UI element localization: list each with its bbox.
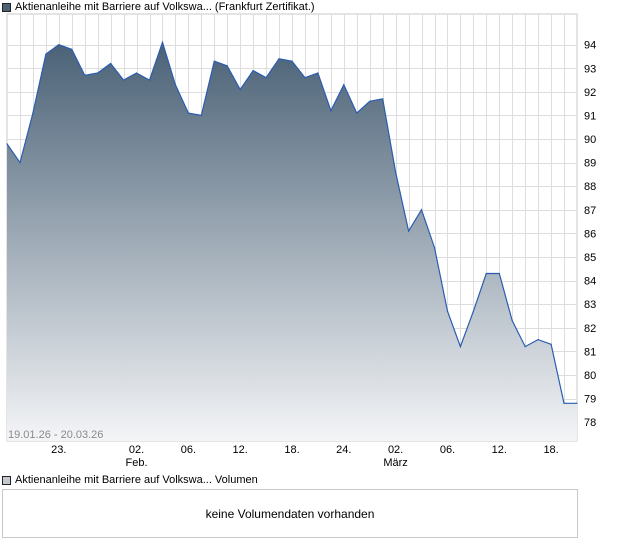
price-point bbox=[252, 70, 254, 72]
price-chart: 78 79 80 81 82 83 84 85 86 87 88 89 90 91 92 93 94 23. 02.… bbox=[6, 13, 596, 469]
volume-empty-message: keine Volumendaten vorhanden bbox=[205, 506, 375, 521]
y-tick-label: 90 bbox=[584, 134, 596, 146]
price-point bbox=[408, 230, 410, 232]
price-point bbox=[459, 346, 461, 348]
y-tick-label: 83 bbox=[584, 299, 596, 311]
price-point bbox=[6, 143, 8, 145]
y-tick-label: 92 bbox=[584, 87, 596, 99]
price-point bbox=[148, 79, 151, 81]
x-tick-label: 06. bbox=[440, 444, 455, 456]
volume-panel: keine Volumendaten vorhanden bbox=[2, 489, 578, 538]
y-tick-label: 80 bbox=[584, 370, 596, 382]
x-tick-label: 18. bbox=[284, 444, 299, 456]
price-point bbox=[472, 310, 474, 312]
price-area bbox=[7, 42, 577, 442]
y-tick-label: 78 bbox=[584, 417, 596, 429]
y-tick-label: 86 bbox=[584, 228, 596, 240]
price-point bbox=[291, 60, 293, 62]
price-point bbox=[395, 171, 397, 173]
price-point bbox=[45, 53, 47, 55]
y-tick-label: 85 bbox=[584, 252, 596, 264]
price-point bbox=[19, 162, 21, 164]
x-tick-label: 02. bbox=[388, 444, 403, 456]
price-point bbox=[563, 402, 565, 404]
price-point bbox=[317, 72, 319, 74]
price-point bbox=[213, 60, 215, 62]
price-point bbox=[123, 79, 125, 81]
price-legend: Aktienanleihe mit Barriere auf Volkswa..… bbox=[2, 0, 315, 14]
x-tick-label: 02. bbox=[129, 444, 144, 456]
y-tick-label: 91 bbox=[584, 110, 596, 122]
price-point bbox=[71, 48, 73, 51]
x-tick-label: 24. bbox=[336, 444, 351, 456]
y-tick-label: 84 bbox=[584, 276, 596, 288]
x-tick-label: 23. bbox=[51, 444, 66, 456]
price-legend-swatch bbox=[2, 2, 11, 12]
x-tick-label: 18. bbox=[543, 444, 558, 456]
x-tick-month-label: Feb. bbox=[125, 457, 147, 469]
price-point bbox=[343, 84, 345, 86]
price-point bbox=[420, 209, 423, 211]
price-point bbox=[84, 74, 86, 76]
price-point bbox=[174, 84, 176, 86]
y-tick-label: 88 bbox=[584, 181, 596, 193]
price-point bbox=[524, 346, 526, 348]
price-point bbox=[226, 65, 228, 67]
price-point bbox=[304, 77, 306, 79]
y-tick-label: 94 bbox=[584, 40, 596, 52]
x-tick-label: 12. bbox=[233, 444, 248, 456]
price-point bbox=[278, 58, 280, 60]
price-point bbox=[498, 272, 500, 275]
price-point bbox=[330, 110, 332, 112]
price-point bbox=[511, 320, 513, 322]
price-point bbox=[239, 88, 241, 91]
y-tick-label: 79 bbox=[584, 394, 596, 406]
price-point bbox=[433, 247, 436, 249]
price-point bbox=[32, 112, 34, 114]
y-tick-label: 81 bbox=[584, 346, 596, 358]
price-point bbox=[356, 112, 358, 114]
price-point bbox=[382, 98, 384, 100]
y-tick-label: 89 bbox=[584, 158, 596, 170]
price-point bbox=[576, 402, 578, 404]
price-point bbox=[550, 343, 552, 345]
price-point bbox=[200, 114, 202, 116]
price-point bbox=[110, 62, 112, 65]
price-point bbox=[58, 44, 60, 46]
y-tick-label: 82 bbox=[584, 323, 596, 335]
price-point bbox=[369, 100, 371, 102]
price-point bbox=[485, 272, 487, 275]
volume-legend-swatch bbox=[2, 475, 11, 485]
volume-legend: Aktienanleihe mit Barriere auf Volkswa..… bbox=[2, 473, 258, 487]
price-point bbox=[537, 339, 539, 341]
price-point bbox=[161, 41, 164, 43]
price-legend-label: Aktienanleihe mit Barriere auf Volkswa..… bbox=[15, 1, 315, 13]
date-range-label: 19.01.26 - 20.03.26 bbox=[8, 429, 103, 441]
y-tick-label: 87 bbox=[584, 205, 596, 217]
price-point bbox=[97, 72, 99, 74]
price-point bbox=[135, 72, 138, 74]
x-tick-month-label: März bbox=[383, 457, 407, 469]
price-point bbox=[187, 112, 189, 114]
x-tick-label: 06. bbox=[181, 444, 196, 456]
price-point bbox=[265, 77, 267, 79]
y-tick-label: 93 bbox=[584, 63, 596, 75]
price-point bbox=[446, 310, 449, 312]
x-tick-label: 12. bbox=[492, 444, 507, 456]
volume-legend-label: Aktienanleihe mit Barriere auf Volkswa..… bbox=[15, 474, 258, 486]
